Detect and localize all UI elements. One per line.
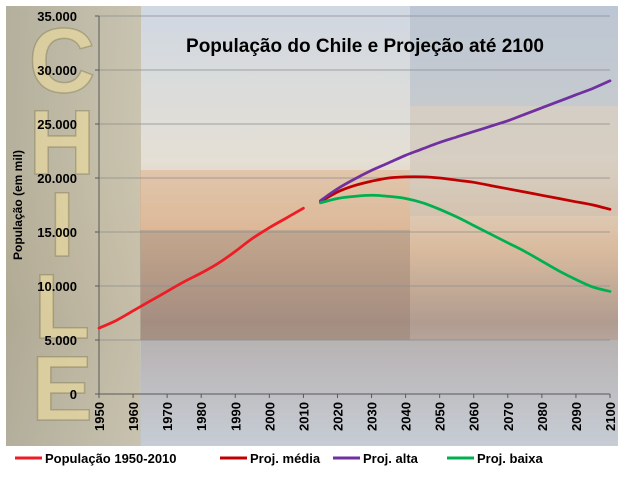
axes: 0 5.000 10.000 15.000 20.000 25.000 30.000 35.0… xyxy=(37,9,618,431)
legend-item-label: População 1950-2010 xyxy=(45,451,177,466)
y-tick-label: 25.000 xyxy=(37,117,77,132)
x-tick-label: 1990 xyxy=(228,402,243,431)
legend-item-label: Proj. baixa xyxy=(477,451,544,466)
watermark-letter: E xyxy=(31,338,92,440)
x-tick-label: 2090 xyxy=(569,402,584,431)
y-tick-label: 30.000 xyxy=(37,63,77,78)
x-tick-label: 1970 xyxy=(160,402,175,431)
x-tick-label: 2040 xyxy=(399,402,414,431)
chart-title: População do Chile e Projeção até 2100 xyxy=(186,36,544,57)
y-tick-label: 20.000 xyxy=(37,171,77,186)
series-line-0 xyxy=(97,206,305,330)
watermark-letter: H xyxy=(29,92,95,194)
x-tick-label: 2100 xyxy=(603,402,618,431)
watermark-letter: L xyxy=(34,256,90,358)
x-tick-label: 2010 xyxy=(296,402,311,431)
series-lines xyxy=(97,79,612,330)
series-line-3 xyxy=(319,193,612,293)
y-axis-label: População (em mil) xyxy=(11,150,25,260)
y-tick-label: 35.000 xyxy=(37,9,77,24)
x-tick-label: 2030 xyxy=(365,402,380,431)
legend-item-label: Proj. alta xyxy=(363,451,419,466)
x-tick-label: 2000 xyxy=(262,402,277,431)
watermark-letter: I xyxy=(49,174,75,276)
y-tick-label: 10.000 xyxy=(37,279,77,294)
legend: População 1950-2010 Proj. média Proj. alta… xyxy=(6,446,618,470)
legend-item-label: Proj. média xyxy=(250,451,321,466)
y-tick-label: 15.000 xyxy=(37,225,77,240)
x-tick-label: 1980 xyxy=(194,402,209,431)
x-tick-label: 1950 xyxy=(92,402,107,431)
watermark-letter: C xyxy=(29,10,95,112)
x-tick-label: 1960 xyxy=(126,402,141,431)
series-line-1 xyxy=(319,175,612,211)
x-tick-label: 2050 xyxy=(433,402,448,431)
x-tick-label: 2080 xyxy=(535,402,550,431)
x-tick-label: 2070 xyxy=(501,402,516,431)
y-tick-label: 5.000 xyxy=(44,333,77,348)
legend-background xyxy=(6,446,618,470)
series-line-2 xyxy=(319,79,612,203)
y-tick-label: 0 xyxy=(70,387,77,402)
x-tick-label: 2060 xyxy=(467,402,482,431)
x-tick-label: 2020 xyxy=(330,402,345,431)
